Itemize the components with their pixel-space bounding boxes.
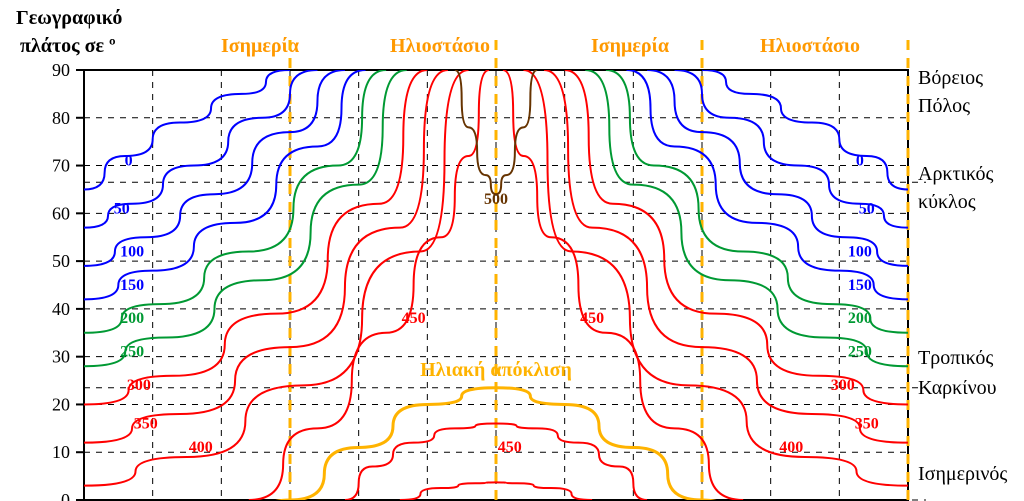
contour-label: 50 — [859, 200, 875, 217]
contour-label: 100 — [848, 243, 872, 260]
ytick-label: 30 — [52, 347, 70, 367]
contour-label: 0 — [125, 153, 133, 170]
ytick-label: 10 — [52, 442, 70, 462]
title-line2: πλάτος σε º — [20, 35, 116, 57]
contour — [702, 70, 908, 189]
right-label: Καρκίνου — [918, 377, 997, 399]
contour-label: 200 — [120, 310, 144, 327]
solar-declination-label: Ηλιακή απόκλιση — [420, 359, 572, 381]
ytick-label: 60 — [52, 203, 70, 223]
contour — [84, 70, 366, 299]
title-line1: Γεωγραφικό — [16, 7, 122, 29]
right-label: Τροπικός — [918, 347, 993, 369]
ytick-label: 0 — [61, 490, 70, 501]
contour-chart: Γεωγραφικό πλάτος σε º Ισημερία Ηλιοστάσιο Ι… — [0, 0, 1024, 501]
contour-450 — [503, 70, 743, 500]
ytick-label: 20 — [52, 394, 70, 414]
contour-label: 50 — [114, 200, 130, 217]
contour-label: 250 — [848, 344, 872, 361]
ytick-label: 70 — [52, 156, 70, 176]
top-label: Ισημερία — [591, 35, 669, 57]
right-label: Βόρειος — [918, 67, 983, 89]
right-label: Αρκτικός — [918, 163, 994, 185]
contour-label: 350 — [134, 415, 158, 432]
right-label: Πόλος — [918, 95, 970, 117]
top-label: Ισημερία — [221, 35, 299, 57]
contour-label: 450 — [498, 439, 522, 456]
contour-label: 250 — [120, 344, 144, 361]
contour-label: 300 — [127, 377, 151, 394]
ytick-label: 80 — [52, 108, 70, 128]
contour-label: 450 — [402, 310, 426, 327]
ytick-label: 50 — [52, 251, 70, 271]
contour-label: 150 — [120, 277, 144, 294]
contour-450 — [249, 70, 489, 500]
contour-label: 100 — [120, 243, 144, 260]
contour-label: 150 — [848, 277, 872, 294]
right-label: Ισημερινός — [918, 463, 1007, 485]
contour-label: 200 — [848, 310, 872, 327]
contour-label: 400 — [189, 439, 213, 456]
ytick-label: 90 — [52, 60, 70, 80]
top-label: Ηλιοστάσιο — [760, 35, 860, 57]
top-label: Ηλιοστάσιο — [390, 35, 490, 57]
contour-label: 300 — [831, 377, 855, 394]
contour-label: 350 — [855, 415, 879, 432]
contour-label: 400 — [779, 439, 803, 456]
contour-label: 450 — [580, 310, 604, 327]
ytick-label: 40 — [52, 299, 70, 319]
contour-label: 500 — [484, 191, 508, 208]
contour-label: 0 — [856, 153, 864, 170]
contour — [626, 70, 908, 299]
right-label: κύκλος — [918, 191, 976, 213]
contour — [84, 70, 290, 189]
